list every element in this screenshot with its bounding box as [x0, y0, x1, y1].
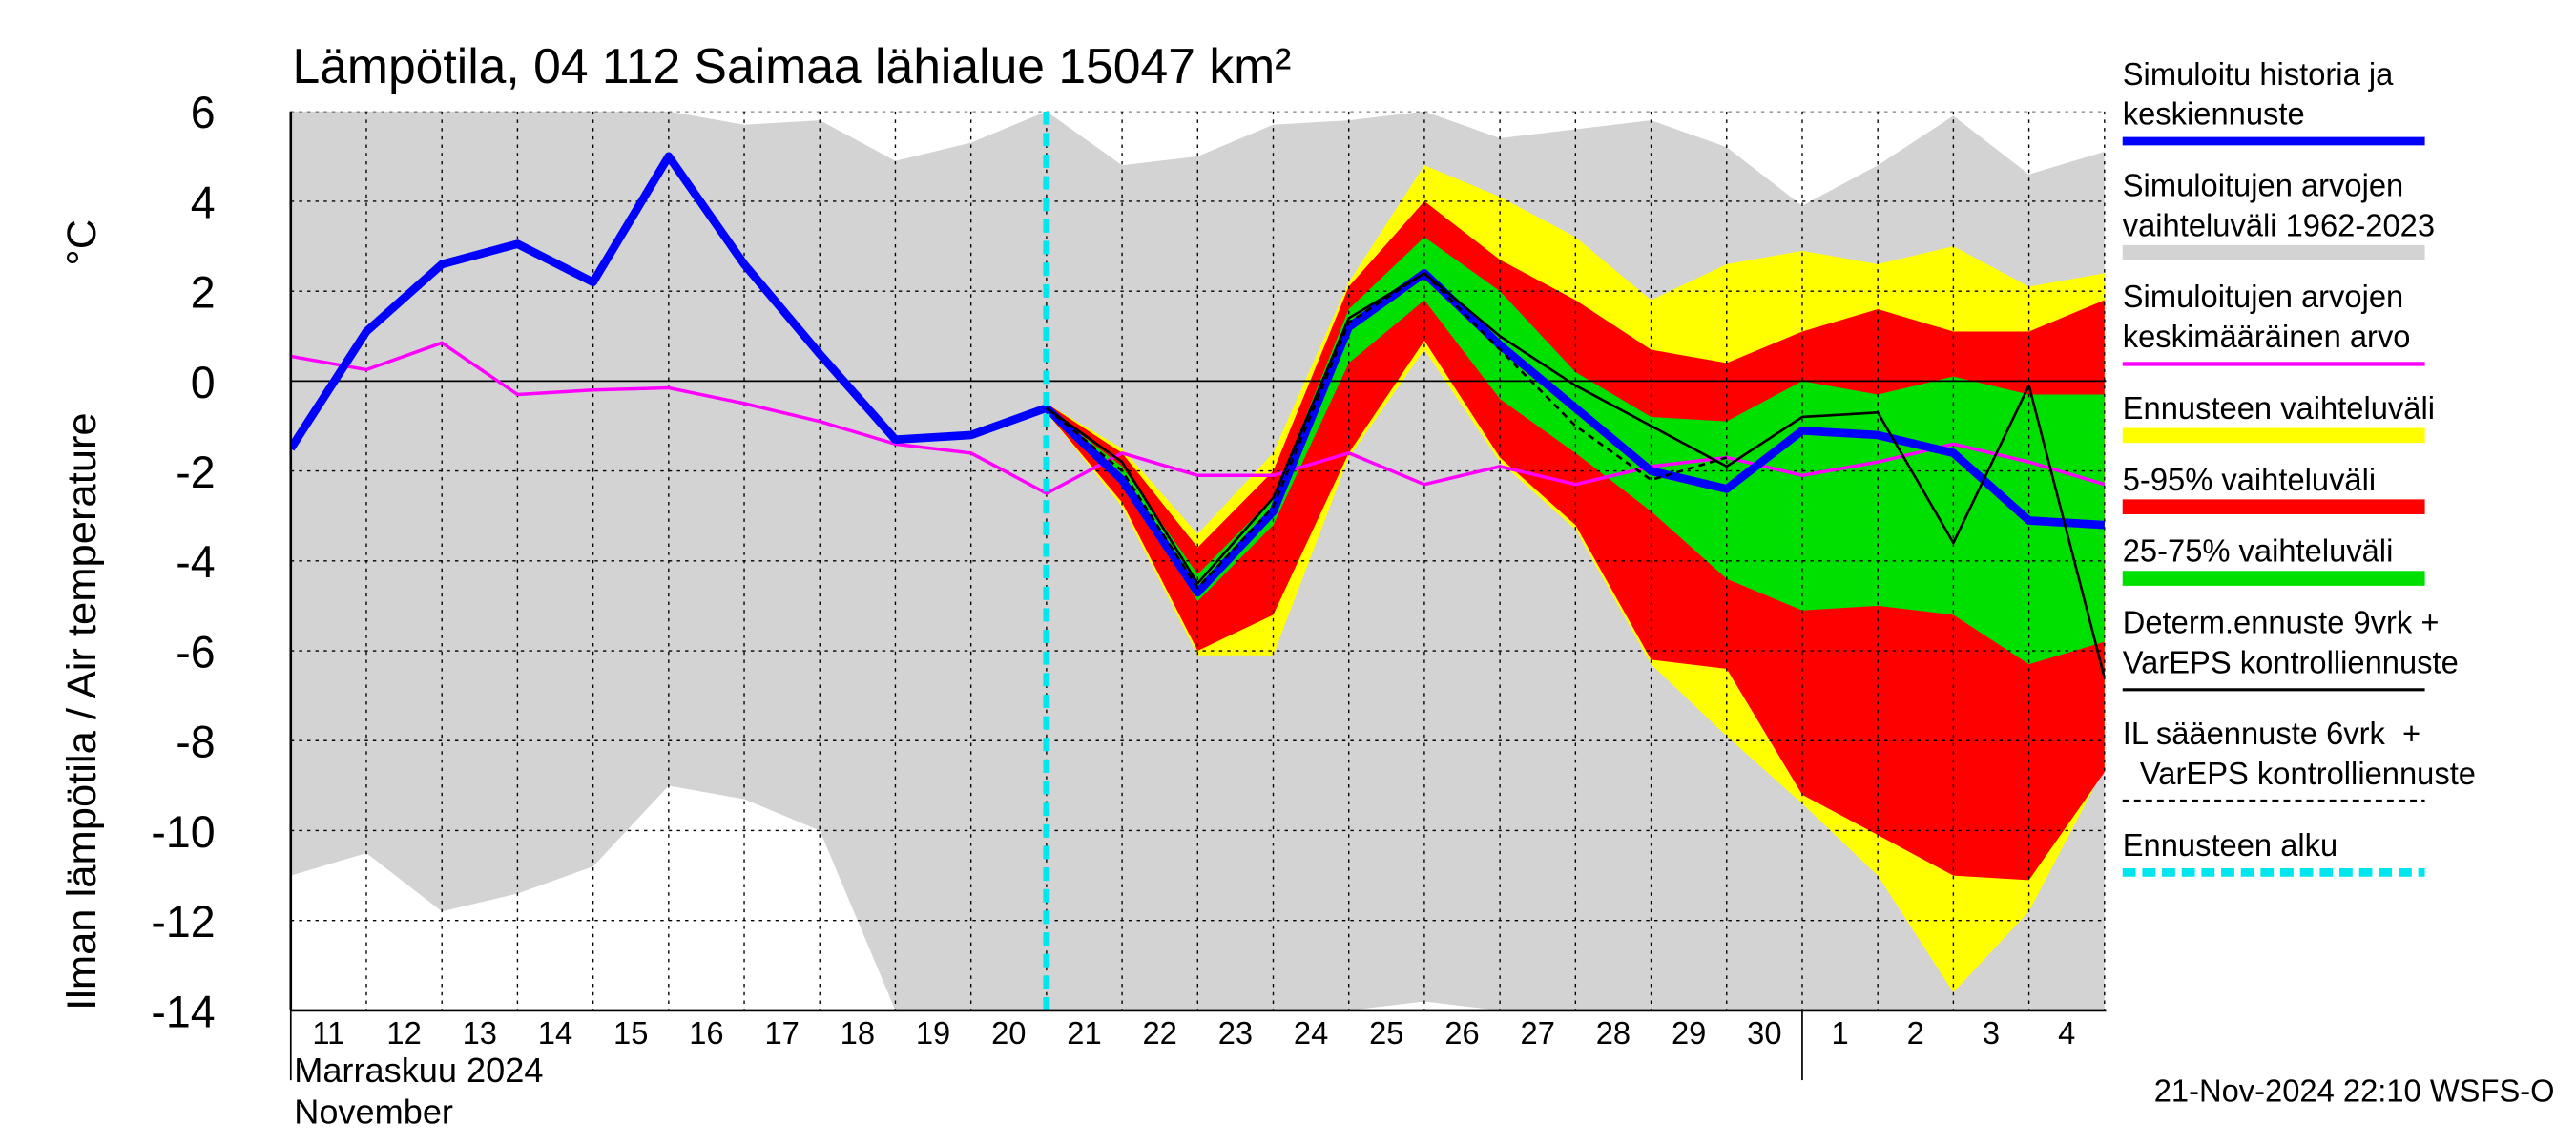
legend-label: vaihteluväli 1962-2023: [2123, 207, 2435, 242]
legend-label: IL sääennuste 6vrk +: [2123, 716, 2420, 751]
legend-label: Simuloitu historia ja: [2123, 56, 2394, 92]
timestamp: 21-Nov-2024 22:10 WSFS-O: [2154, 1073, 2555, 1109]
y-tick-label: 6: [191, 88, 216, 137]
y-axis-unit: °C: [59, 219, 105, 266]
y-tick-label: -12: [151, 897, 215, 947]
series-line: [290, 152, 2106, 597]
legend-label: VarEPS kontrolliennuste: [2123, 756, 2476, 791]
x-tick-label: 27: [1521, 1015, 1555, 1051]
x-tick-label: 17: [764, 1015, 799, 1051]
chart-title: Lämpötila, 04 112 Saimaa lähialue 15047 …: [293, 39, 1292, 94]
x-tick-label: 23: [1218, 1015, 1253, 1051]
legend-label: Determ.ennuste 9vrk +: [2123, 604, 2440, 639]
x-tick-label: 18: [841, 1015, 875, 1051]
x-tick-label: 13: [463, 1015, 497, 1051]
x-tick-label: 19: [916, 1015, 950, 1051]
x-tick-label: 25: [1369, 1015, 1403, 1051]
x-tick-label: 11: [312, 1015, 344, 1051]
legend-label: 5-95% vaihteluväli: [2123, 462, 2376, 497]
legend-label: 25-75% vaihteluväli: [2123, 533, 2394, 569]
x-axis-label: November: [294, 1092, 453, 1131]
band-area: [1046, 200, 2105, 881]
series-line: [290, 341, 2106, 495]
x-axis-label: Marraskuu 2024: [294, 1051, 543, 1090]
band-area: [1046, 237, 2105, 665]
legend-label: keskiennuste: [2123, 95, 2305, 131]
y-tick-label: 0: [191, 358, 216, 407]
legend-label: Ennusteen alku: [2123, 827, 2337, 863]
y-tick-label: -8: [176, 717, 215, 766]
x-tick-label: 26: [1444, 1015, 1479, 1051]
legend-label: keskimääräinen arvo: [2123, 319, 2411, 354]
y-tick-label: -4: [176, 537, 215, 587]
legend-label: Ennusteen vaihteluväli: [2123, 390, 2435, 426]
x-tick-label: 3: [1983, 1015, 2000, 1051]
x-tick-label: 12: [386, 1015, 421, 1051]
x-tick-label: 22: [1142, 1015, 1176, 1051]
x-tick-label: 20: [991, 1015, 1026, 1051]
x-tick-label: 16: [689, 1015, 723, 1051]
x-tick-label: 15: [613, 1015, 648, 1051]
series-line: [1046, 272, 2107, 678]
x-tick-label: 28: [1596, 1015, 1631, 1051]
y-tick-label: -14: [151, 987, 215, 1036]
y-axis-label: Ilman lämpötila / Air temperature: [59, 412, 105, 1010]
legend-label: Simuloitujen arvojen: [2123, 167, 2403, 202]
x-tick-label: 30: [1747, 1015, 1781, 1051]
y-tick-label: 2: [191, 267, 216, 317]
x-tick-label: 1: [1831, 1015, 1848, 1051]
y-tick-label: -10: [151, 807, 215, 857]
x-tick-label: 14: [538, 1015, 572, 1051]
x-tick-label: 21: [1067, 1015, 1101, 1051]
y-tick-label: -2: [176, 448, 215, 497]
legend-label: Simuloitujen arvojen: [2123, 279, 2403, 314]
y-tick-label: -6: [176, 627, 215, 677]
plot-area: [290, 111, 2107, 1010]
x-tick-label: 4: [2058, 1015, 2075, 1051]
x-tick-label: 29: [1672, 1015, 1706, 1051]
series-line: [1046, 272, 1728, 590]
y-tick-label: 4: [191, 177, 216, 227]
legend-label: VarEPS kontrolliennuste: [2123, 644, 2459, 679]
x-tick-label: 2: [1907, 1015, 1924, 1051]
x-tick-label: 24: [1294, 1015, 1328, 1051]
